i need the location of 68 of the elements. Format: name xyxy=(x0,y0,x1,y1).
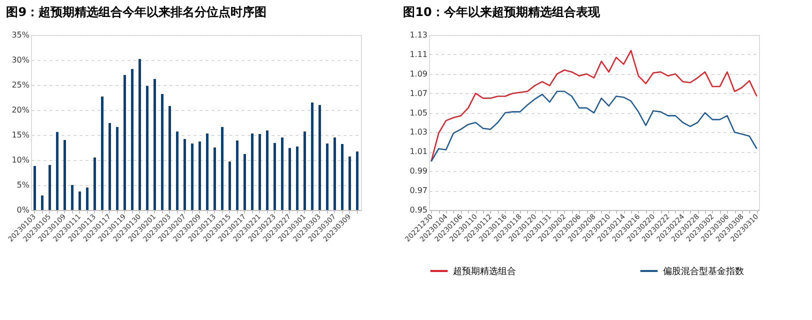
bar xyxy=(101,96,104,210)
bar xyxy=(191,144,194,210)
bar xyxy=(94,158,96,210)
legend-label: 超预期精选组合 xyxy=(453,266,516,277)
bar xyxy=(334,138,336,210)
bar xyxy=(41,196,44,210)
y-tick-label: 10% xyxy=(12,156,30,164)
bar xyxy=(281,138,284,210)
bar xyxy=(274,143,276,210)
y-tick-label: 30% xyxy=(12,56,30,64)
y-tick-label: 25% xyxy=(12,80,30,90)
bar xyxy=(288,148,291,210)
bar xyxy=(348,156,351,210)
y-tick-label: 1.03 xyxy=(410,128,428,137)
y-tick-label: 5% xyxy=(16,180,30,190)
bar xyxy=(124,75,126,210)
y-tick-label: 1.09 xyxy=(410,69,428,78)
bar xyxy=(116,127,118,210)
y-tick-label: 1.05 xyxy=(410,108,428,118)
bar xyxy=(138,59,141,210)
bar xyxy=(161,94,164,210)
y-tick-label: 1.11 xyxy=(410,50,428,59)
bar xyxy=(236,140,238,210)
bar xyxy=(86,188,88,210)
bar xyxy=(48,165,51,210)
line-series xyxy=(430,90,758,162)
y-tick-label: 15% xyxy=(12,130,30,140)
y-tick-label: 0.97 xyxy=(410,186,428,196)
bar xyxy=(356,152,358,210)
bar xyxy=(266,130,268,210)
bar xyxy=(326,144,328,210)
y-tick-label: 0.99 xyxy=(410,166,428,176)
bar xyxy=(296,146,298,210)
bar xyxy=(228,162,231,210)
bar xyxy=(34,166,36,210)
y-tick-label: 1.07 xyxy=(410,88,428,98)
bar xyxy=(71,185,74,210)
y-tick-label: 20% xyxy=(12,106,30,114)
y-tick-label: 1.13 xyxy=(410,30,428,40)
bar xyxy=(214,148,216,210)
y-tick-label: 35% xyxy=(12,30,30,40)
bar xyxy=(184,139,186,210)
bar xyxy=(198,142,201,210)
bar xyxy=(258,134,261,210)
bar xyxy=(146,86,148,210)
y-tick-label: 0% xyxy=(16,206,30,214)
y-tick-label: 0.95 xyxy=(410,206,428,214)
legend-label: 偏股混合型基金指数 xyxy=(663,266,744,277)
bar xyxy=(176,132,178,210)
bar xyxy=(311,102,314,210)
chart-title: 图10：今年以来超预期精选组合表现 xyxy=(403,5,601,19)
y-tick-label: 1.01 xyxy=(410,147,428,156)
bar xyxy=(304,132,306,210)
bar xyxy=(206,134,208,210)
bar xyxy=(251,134,254,210)
bar xyxy=(56,132,58,210)
line-series xyxy=(430,50,758,162)
bar xyxy=(64,140,66,210)
bar xyxy=(244,154,246,210)
bar xyxy=(318,105,321,210)
bar xyxy=(108,123,111,210)
chart-title: 图9：超预期精选组合今年以来排名分位点时序图 xyxy=(6,5,267,19)
bar xyxy=(341,144,344,210)
bar xyxy=(78,192,81,210)
bar xyxy=(221,127,224,210)
bar xyxy=(154,79,156,210)
bar xyxy=(168,106,171,210)
bar xyxy=(131,69,134,210)
